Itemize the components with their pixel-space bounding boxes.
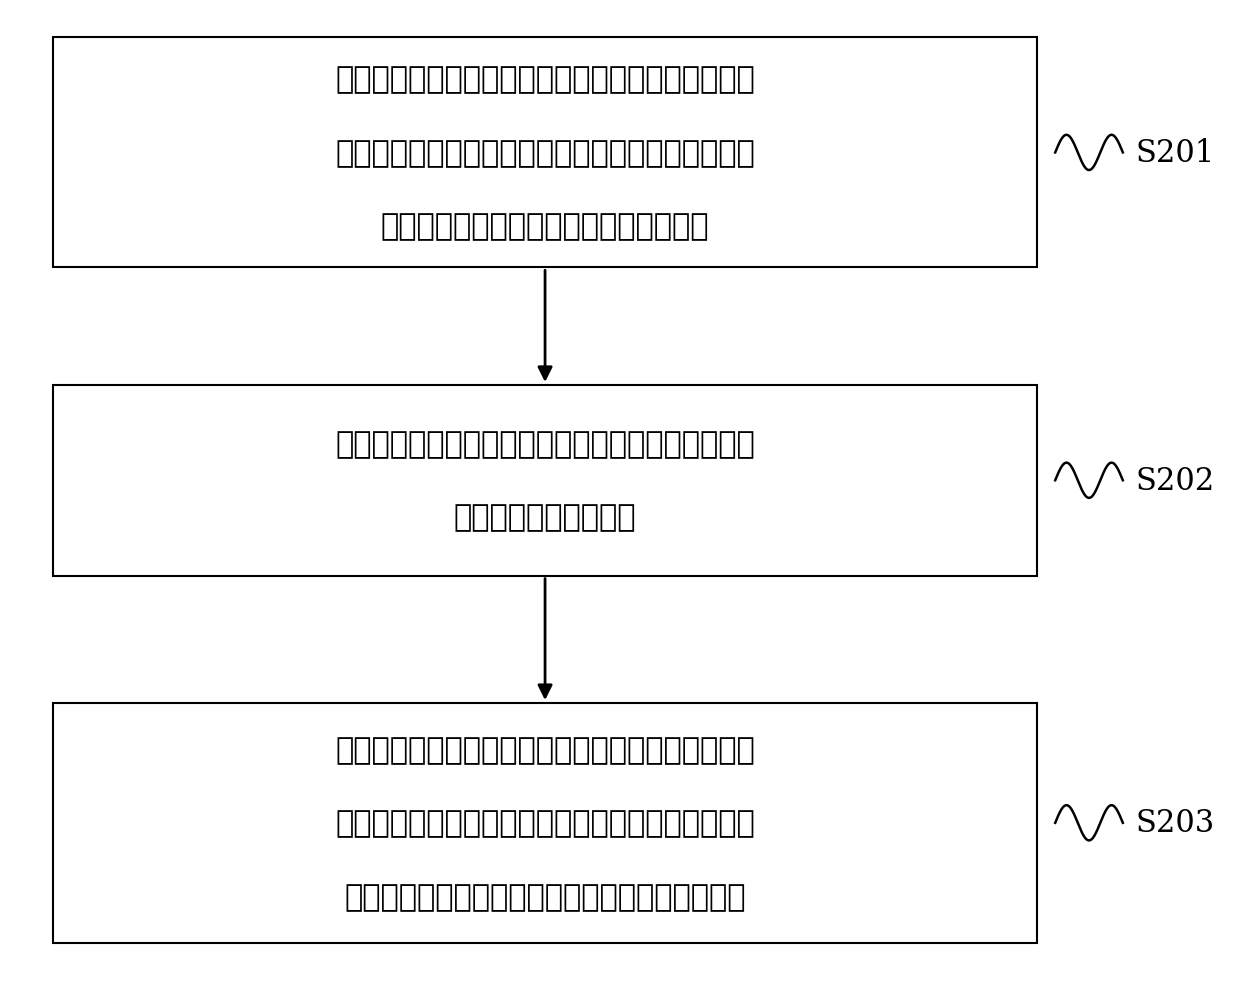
Text: S202: S202 xyxy=(1135,465,1214,496)
Text: 之间的超声波测量距离: 之间的超声波测量距离 xyxy=(454,503,636,531)
Text: S203: S203 xyxy=(1135,808,1214,838)
FancyBboxPatch shape xyxy=(53,386,1037,576)
Text: 定超声波接收装置在第二周期的定位距离: 定超声波接收装置在第二周期的定位距离 xyxy=(381,212,709,241)
Text: 确定超声波接收装置在第二周期内与超声波发射装置: 确定超声波接收装置在第二周期内与超声波发射装置 xyxy=(335,430,755,458)
Text: 接收装置与超声波发射装置之间的超声波测量距离: 接收装置与超声波发射装置之间的超声波测量距离 xyxy=(345,881,745,911)
FancyBboxPatch shape xyxy=(53,703,1037,943)
Text: 根据超声波接收装置在第二周期内的超声波测量距离: 根据超声波接收装置在第二周期内的超声波测量距离 xyxy=(335,736,755,764)
Text: 与定位距离之间的比较结果，矫正第二周期内超声波: 与定位距离之间的比较结果，矫正第二周期内超声波 xyxy=(335,809,755,837)
FancyBboxPatch shape xyxy=(53,38,1037,268)
Text: 根据超声波接收装置在第一周期内的移动速度、加速: 根据超声波接收装置在第一周期内的移动速度、加速 xyxy=(335,65,755,95)
Text: S201: S201 xyxy=(1135,138,1214,169)
Text: 度以及与超声波发射装置之间的超声波测量距离，确: 度以及与超声波发射装置之间的超声波测量距离，确 xyxy=(335,139,755,168)
